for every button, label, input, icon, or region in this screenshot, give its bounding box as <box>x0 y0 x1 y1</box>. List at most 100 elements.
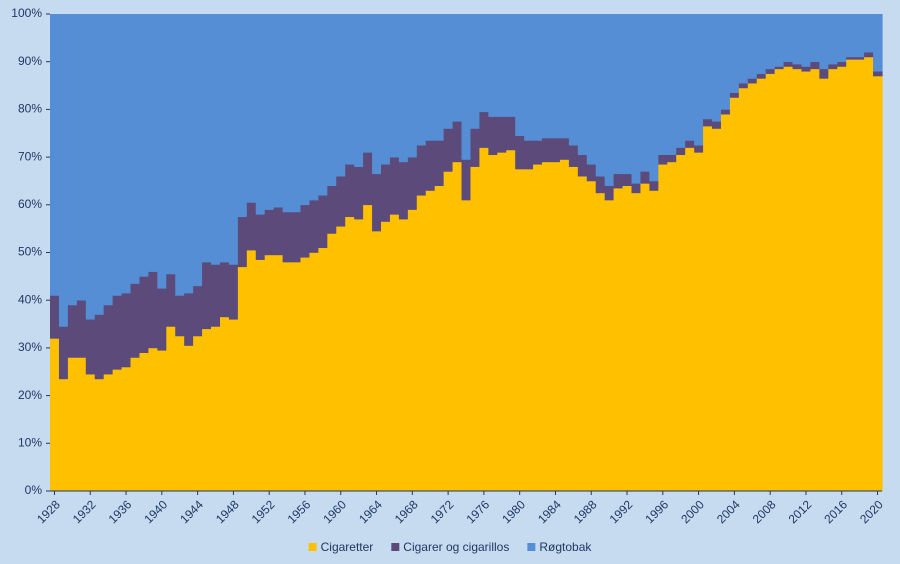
legend-label: Cigarer og cigarillos <box>403 540 509 554</box>
y-tick-label: 50% <box>18 245 42 259</box>
area-segment <box>828 64 838 70</box>
area-segment <box>738 14 749 84</box>
area-segment <box>685 14 695 141</box>
area-segment <box>327 185 337 234</box>
area-segment <box>219 262 230 318</box>
y-tick-label: 70% <box>18 149 42 163</box>
area-segment <box>506 116 516 151</box>
area-segment <box>211 264 221 327</box>
area-segment <box>542 138 552 163</box>
area-segment <box>407 14 418 158</box>
area-segment <box>810 61 820 70</box>
area-segment <box>515 169 525 492</box>
area-segment <box>792 14 803 65</box>
area-segment <box>372 231 382 492</box>
area-segment <box>219 14 230 263</box>
area-segment <box>577 14 588 156</box>
area-segment <box>658 14 668 156</box>
area-segment <box>524 14 534 141</box>
area-segment <box>139 352 150 492</box>
area-segment <box>166 14 176 275</box>
area-segment <box>300 204 311 258</box>
area-segment <box>855 59 865 492</box>
area-segment <box>398 14 409 163</box>
area-segment <box>774 14 785 67</box>
y-tick-label: 10% <box>18 435 42 449</box>
area-segment <box>649 180 659 191</box>
area-segment <box>479 111 489 148</box>
area-segment <box>318 247 328 492</box>
area-segment <box>613 173 624 189</box>
area-segment <box>792 68 803 492</box>
area-segment <box>309 252 319 492</box>
area-segment <box>273 207 284 256</box>
area-segment <box>103 14 114 306</box>
area-segment <box>381 14 391 165</box>
area-segment <box>434 14 445 141</box>
area-segment <box>640 14 650 172</box>
area-segment <box>237 266 248 492</box>
area-segment <box>291 262 302 492</box>
area-segment <box>506 14 516 117</box>
area-segment <box>729 14 740 94</box>
area-segment <box>193 285 203 337</box>
area-segment <box>801 14 812 67</box>
area-segment <box>121 366 132 492</box>
area-segment <box>363 14 373 153</box>
area-segment <box>765 14 776 70</box>
area-segment <box>398 161 409 220</box>
area-segment <box>559 14 570 139</box>
area-segment <box>345 216 355 492</box>
area-segment <box>246 14 257 203</box>
area-segment <box>354 14 364 167</box>
area-segment <box>801 71 812 492</box>
area-segment <box>720 114 731 492</box>
area-segment <box>202 262 212 330</box>
legend: Cigaretter Cigarer og cigarillos Røgtobak <box>308 540 592 554</box>
area-segment <box>488 154 498 492</box>
area-segment <box>586 180 597 492</box>
area-segment <box>658 164 668 492</box>
area-segment <box>94 378 105 492</box>
area-segment <box>667 14 677 156</box>
area-segment <box>649 190 659 492</box>
area-segment <box>676 14 686 148</box>
area-segment <box>855 14 865 58</box>
y-tick-label: 0% <box>25 483 43 497</box>
area-segment <box>255 14 266 215</box>
area-segment <box>228 14 239 265</box>
area-segment <box>694 14 704 146</box>
area-segment <box>327 14 337 187</box>
area-segment <box>864 56 874 492</box>
area-segment <box>873 14 883 72</box>
area-segment <box>193 335 203 492</box>
area-segment <box>148 14 158 272</box>
area-segment <box>640 171 650 184</box>
area-segment <box>211 14 221 265</box>
area-segment <box>166 273 176 327</box>
area-segment <box>139 14 150 277</box>
area-segment <box>676 147 686 156</box>
area-segment <box>819 14 829 70</box>
area-segment <box>112 295 123 370</box>
y-tick-label: 30% <box>18 340 42 354</box>
area-segment <box>67 357 78 492</box>
area-segment <box>792 64 803 70</box>
area-segment <box>381 164 391 222</box>
legend-swatch <box>527 543 536 551</box>
area-segment <box>497 152 507 492</box>
area-segment <box>389 214 400 492</box>
y-tick-label: 100% <box>11 6 42 20</box>
area-segment <box>354 219 364 492</box>
area-segment <box>166 326 176 492</box>
area-segment <box>533 140 543 165</box>
area-segment <box>515 14 525 136</box>
area-segment <box>237 216 248 268</box>
area-segment <box>309 200 319 253</box>
area-segment <box>846 56 856 60</box>
area-segment <box>837 61 847 67</box>
area-segment <box>747 78 758 84</box>
area-segment <box>550 14 561 139</box>
area-segment <box>246 202 257 251</box>
area-segment <box>461 159 472 201</box>
